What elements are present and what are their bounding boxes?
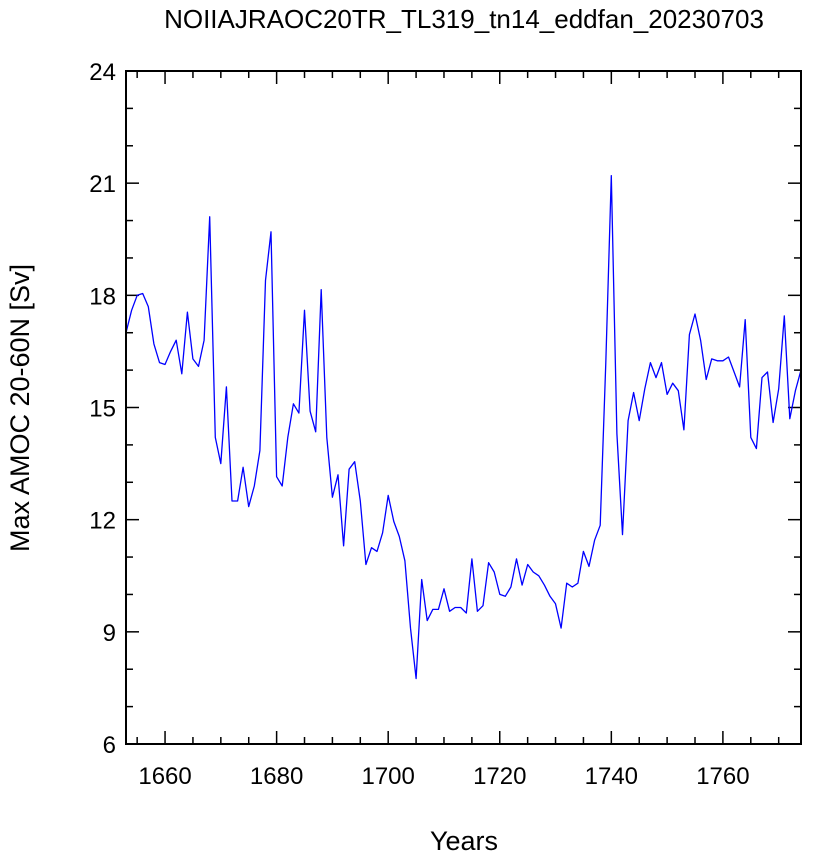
chart-title: NOIIAJRAOC20TR_TL319_tn14_eddfan_2023070… <box>164 4 764 34</box>
y-axis-label: Max AMOC 20-60N [Sv] <box>5 264 35 552</box>
x-tick-label: 1700 <box>361 763 414 790</box>
y-tick-label: 21 <box>89 171 116 198</box>
plot-frame <box>125 70 802 745</box>
x-tick-label: 1760 <box>696 763 749 790</box>
y-tick-label: 6 <box>103 732 116 759</box>
y-tick-label: 24 <box>89 59 116 86</box>
series-line <box>125 175 802 680</box>
x-tick-label: 1720 <box>473 763 526 790</box>
x-tick-label: 1680 <box>250 763 303 790</box>
y-tick-label: 18 <box>89 283 116 310</box>
x-axis-label: Years <box>430 826 498 856</box>
x-tick-label: 1660 <box>138 763 191 790</box>
tick-labels: 1660 1680 1700 1720 1740 1760 6 9 12 15 18 21 24 <box>89 59 749 790</box>
y-tick-label: 9 <box>103 620 116 647</box>
y-tick-label: 12 <box>89 508 116 535</box>
axis-ticks <box>126 70 801 745</box>
x-tick-label: 1740 <box>585 763 638 790</box>
y-tick-label: 15 <box>89 396 116 423</box>
